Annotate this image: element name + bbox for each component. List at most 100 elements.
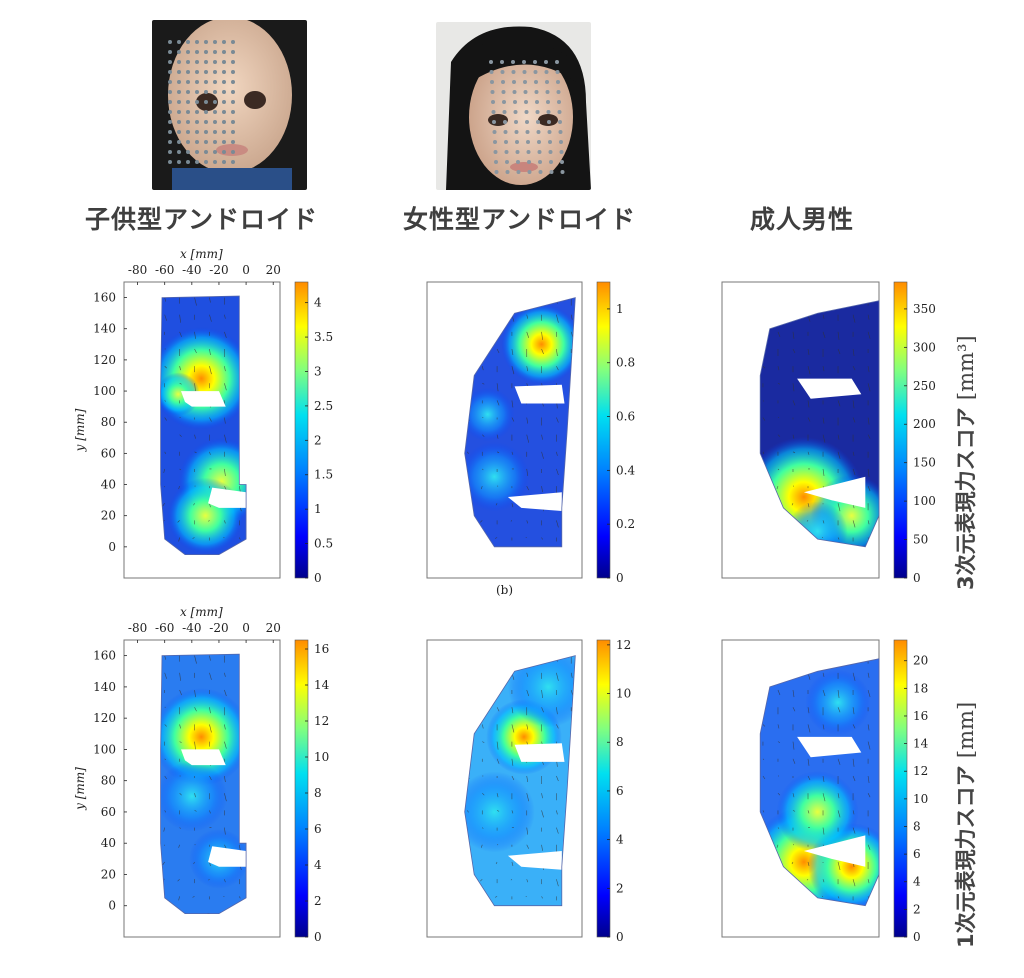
displacement-vector xyxy=(541,348,544,355)
displacement-vector xyxy=(837,793,840,799)
displacement-vector xyxy=(164,297,166,302)
displacement-vector xyxy=(791,503,794,506)
displacement-vector xyxy=(526,844,530,849)
displacement-vector xyxy=(837,348,841,355)
displacement-vector xyxy=(209,775,212,781)
y-tick-label: 0 xyxy=(108,899,116,913)
mouth-hole xyxy=(208,846,247,867)
hotspot xyxy=(160,372,200,416)
colorbar-tick-label: 0 xyxy=(616,571,624,585)
displacement-vector xyxy=(792,348,796,354)
marker-dot xyxy=(525,120,529,124)
marker-dot xyxy=(492,120,496,124)
marker-dot xyxy=(186,80,190,84)
y-axis-label: y [mm] xyxy=(73,767,87,811)
displacement-vector xyxy=(163,468,165,474)
colorbar-tick-label: 2 xyxy=(913,902,921,916)
heatmap-panel: 0 2 4 6 8 10 12 xyxy=(426,638,631,944)
x-tick-label: -20 xyxy=(209,621,228,635)
displacement-vector xyxy=(792,707,796,712)
marker-dot xyxy=(213,50,217,54)
displacement-vector xyxy=(777,741,781,743)
displacement-vector xyxy=(867,314,870,320)
displacement-vector xyxy=(556,520,559,528)
marker-dot xyxy=(231,90,235,94)
marker-dot xyxy=(213,60,217,64)
colorbar-tick-label: 0 xyxy=(616,930,624,944)
displacement-vector xyxy=(526,775,529,783)
displacement-vector xyxy=(209,724,212,733)
marker-dot xyxy=(231,150,235,154)
displacement-vector xyxy=(239,844,241,851)
marker-dot xyxy=(502,110,507,114)
displacement-vector xyxy=(164,400,166,402)
colorbar-tick-label: 16 xyxy=(913,709,928,723)
displacement-vector xyxy=(837,861,841,871)
y-tick-label: 120 xyxy=(93,711,116,725)
displacement-vector xyxy=(867,672,870,678)
displacement-vector xyxy=(179,689,182,696)
marker-dot xyxy=(195,40,199,44)
heatmap-panel: 0 0.5 1 1.5 2 2.5 3 3.5 4 -80 -60 -40 -20 0 20 x [mm] 16… xyxy=(73,247,333,585)
marker-dot xyxy=(177,120,181,124)
marker-dot xyxy=(222,80,226,84)
heading-child-android: 子供型アンドロイド xyxy=(85,205,319,234)
child-android-photo xyxy=(152,20,307,190)
marker-dot xyxy=(534,90,539,94)
marker-dot xyxy=(546,110,551,114)
marker-dot xyxy=(549,170,554,174)
marker-dot xyxy=(491,110,496,114)
colorbar-tick-label: 2 xyxy=(314,894,322,908)
displacement-vector xyxy=(209,672,212,680)
displacement-vector xyxy=(494,896,498,898)
displacement-vector xyxy=(807,861,810,867)
displacement-vector xyxy=(224,383,227,391)
displacement-vector xyxy=(541,793,543,799)
colorbar-tick-label: 20 xyxy=(913,654,928,668)
marker-dot xyxy=(492,130,497,134)
displacement-vector xyxy=(194,331,196,339)
marker-dot xyxy=(177,90,181,94)
marker-dot xyxy=(213,160,217,164)
y-tick-label: 60 xyxy=(101,805,116,819)
displacement-vector xyxy=(194,707,197,712)
displacement-vector xyxy=(224,741,227,749)
marker-dot xyxy=(204,80,208,84)
marker-dot xyxy=(213,100,217,104)
marker-dot xyxy=(505,160,509,164)
displacement-vector xyxy=(777,468,780,471)
marker-dot xyxy=(555,70,560,74)
marker-dot xyxy=(231,130,235,134)
displacement-vector xyxy=(179,434,182,437)
displacement-vector xyxy=(526,520,529,524)
displacement-vector xyxy=(526,689,530,697)
displacement-vector xyxy=(837,758,841,765)
colorbar-tick-label: 8 xyxy=(314,786,322,800)
hotspot xyxy=(776,770,859,853)
displacement-vector xyxy=(792,400,796,406)
displacement-vector xyxy=(807,758,810,766)
face-outline xyxy=(759,300,880,548)
marker-dot xyxy=(527,160,531,164)
marker-dot xyxy=(213,140,217,144)
displacement-vector xyxy=(762,417,766,421)
marker-dot xyxy=(195,70,199,74)
displacement-vector xyxy=(837,707,841,713)
displacement-vector xyxy=(163,827,165,832)
displacement-vector xyxy=(867,689,871,698)
displacement-vector xyxy=(837,689,840,699)
displacement-vector xyxy=(867,366,870,373)
displacement-vector xyxy=(792,383,795,392)
displacement-vector xyxy=(224,468,226,476)
y-tick-label: 140 xyxy=(93,680,116,694)
displacement-vector xyxy=(822,468,825,476)
displacement-vector xyxy=(822,879,825,883)
colorbar-tick-label: 12 xyxy=(616,638,631,652)
heatmap-panel: 0 50 100 150 200 250 300 350 xyxy=(721,281,936,585)
y-tick-label: 0 xyxy=(108,540,116,554)
marker-dot xyxy=(177,80,181,84)
displacement-vector xyxy=(867,879,870,884)
displacement-vector xyxy=(208,520,210,522)
marker-dot xyxy=(186,110,190,114)
displacement-vector xyxy=(496,707,500,712)
